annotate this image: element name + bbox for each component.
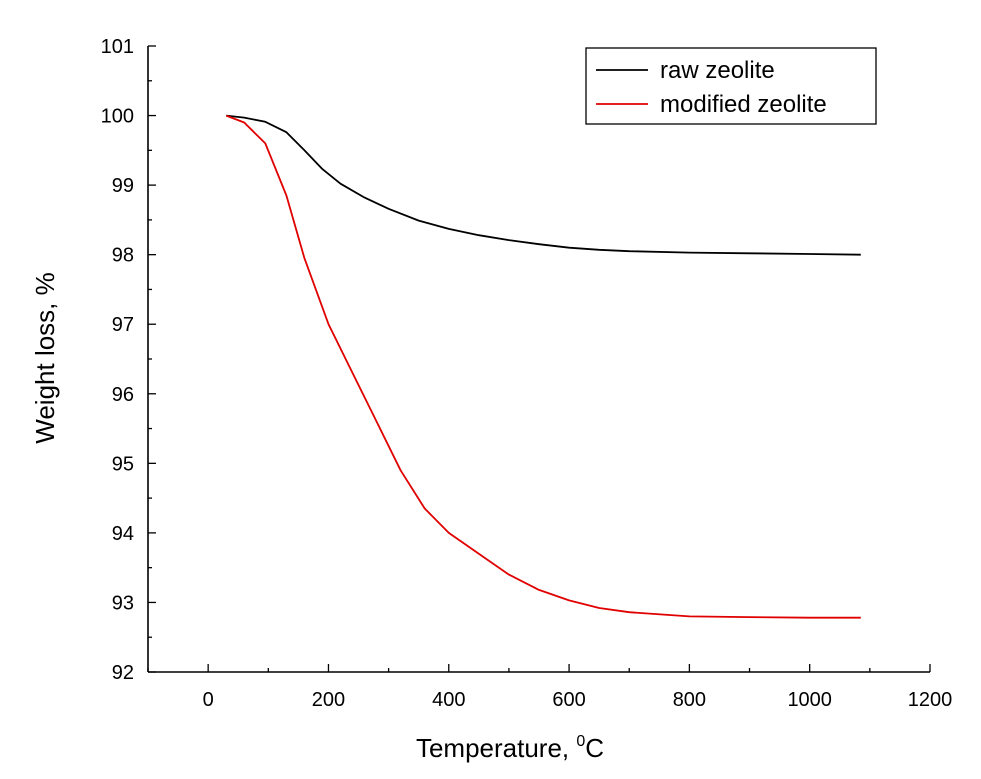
y-tick-label: 96 bbox=[112, 384, 134, 406]
legend: raw zeolite modified zeolite bbox=[585, 47, 877, 125]
x-tick-label: 600 bbox=[552, 689, 585, 711]
y-tick-label: 99 bbox=[112, 175, 134, 197]
series-group bbox=[225, 114, 861, 619]
x-tick-label: 1000 bbox=[787, 689, 832, 711]
y-axis-ticks: 92 93 94 95 96 97 98 99 100 101 bbox=[101, 36, 156, 684]
y-axis-label: Weight loss, % bbox=[30, 272, 60, 443]
x-tick-label: 800 bbox=[673, 689, 706, 711]
axes bbox=[147, 46, 930, 673]
legend-box bbox=[585, 47, 877, 125]
x-tick-label: 200 bbox=[312, 689, 345, 711]
x-tick-label: 1200 bbox=[908, 689, 953, 711]
y-tick-label: 101 bbox=[101, 36, 134, 58]
x-axis-label: Temperature, 0C bbox=[416, 733, 604, 763]
y-tick-label: 100 bbox=[101, 106, 134, 128]
x-axis-ticks: 0 200 400 600 800 1000 1200 bbox=[147, 664, 953, 711]
series-line-raw-zeolite bbox=[226, 114, 861, 256]
x-tick-label: 400 bbox=[432, 689, 465, 711]
y-tick-label: 95 bbox=[112, 453, 134, 475]
y-tick-label: 94 bbox=[112, 523, 134, 545]
y-tick-label: 92 bbox=[112, 662, 134, 684]
series-line-modified-zeolite bbox=[225, 114, 861, 619]
y-tick-label: 98 bbox=[112, 245, 134, 267]
legend-label-modified-zeolite: modified zeolite bbox=[660, 91, 827, 118]
y-tick-label: 93 bbox=[112, 592, 134, 614]
y-tick-label: 97 bbox=[112, 314, 134, 336]
legend-label-raw-zeolite: raw zeolite bbox=[660, 57, 775, 84]
x-tick-label: 0 bbox=[203, 689, 214, 711]
